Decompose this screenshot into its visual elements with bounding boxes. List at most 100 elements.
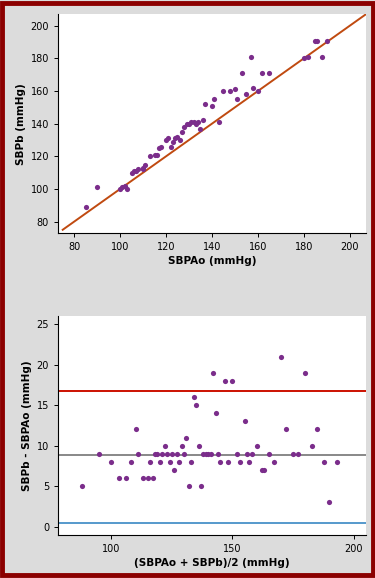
Point — [271, 457, 277, 466]
Point — [254, 441, 260, 450]
Point — [234, 449, 240, 458]
Point — [255, 87, 261, 96]
Point — [278, 352, 284, 361]
Point — [230, 376, 236, 386]
Point — [166, 457, 172, 466]
Point — [213, 409, 219, 418]
Point — [205, 449, 211, 458]
Point — [165, 134, 171, 143]
Point — [116, 473, 122, 483]
Point — [244, 449, 250, 458]
Point — [195, 441, 201, 450]
Point — [82, 202, 88, 212]
Point — [295, 449, 301, 458]
Point — [147, 457, 153, 466]
Point — [172, 134, 178, 143]
Point — [203, 449, 209, 458]
Point — [261, 465, 267, 475]
Point — [239, 69, 245, 78]
X-axis label: SBPAo (mmHg): SBPAo (mmHg) — [168, 256, 256, 266]
Y-axis label: SBPb - SBPAo (mmHg): SBPb - SBPAo (mmHg) — [22, 360, 32, 491]
Point — [191, 392, 197, 402]
Point — [179, 127, 185, 136]
Point — [334, 457, 340, 466]
Point — [96, 449, 102, 458]
Point — [183, 433, 189, 442]
Point — [108, 457, 114, 466]
Point — [186, 119, 192, 128]
Point — [181, 449, 187, 458]
Point — [324, 36, 330, 45]
Point — [150, 473, 156, 483]
Point — [208, 449, 214, 458]
Point — [186, 481, 192, 491]
Point — [193, 119, 199, 128]
Point — [210, 368, 216, 377]
Point — [154, 150, 160, 160]
Point — [159, 449, 165, 458]
Point — [225, 457, 231, 466]
Point — [123, 473, 129, 483]
Point — [174, 449, 180, 458]
Point — [128, 457, 134, 466]
Point — [312, 36, 318, 45]
X-axis label: (SBPAo + SBPb)/2 (mmHg): (SBPAo + SBPb)/2 (mmHg) — [134, 558, 290, 568]
Point — [168, 142, 174, 151]
Point — [133, 166, 139, 176]
Point — [170, 137, 176, 146]
Point — [147, 152, 153, 161]
Point — [133, 425, 139, 434]
Point — [177, 135, 183, 144]
Point — [193, 401, 199, 410]
Point — [243, 90, 249, 99]
Point — [242, 417, 248, 426]
Point — [321, 457, 327, 466]
Point — [163, 135, 169, 144]
Point — [216, 117, 222, 127]
Point — [140, 165, 146, 174]
Point — [309, 441, 315, 450]
Point — [305, 52, 311, 61]
Point — [117, 184, 123, 194]
Point — [182, 123, 188, 132]
Point — [198, 481, 204, 491]
Point — [319, 52, 325, 61]
Point — [135, 449, 141, 458]
Point — [188, 117, 194, 127]
Point — [178, 441, 184, 450]
Point — [227, 87, 233, 96]
Point — [195, 117, 201, 127]
Point — [122, 181, 128, 190]
Point — [290, 449, 296, 458]
Point — [209, 101, 215, 110]
Point — [283, 425, 289, 434]
Point — [260, 69, 266, 78]
Y-axis label: SBPb (mmHg): SBPb (mmHg) — [16, 83, 26, 165]
Point — [176, 457, 182, 466]
Point — [200, 449, 206, 458]
Point — [211, 95, 217, 104]
Point — [152, 150, 157, 160]
Point — [258, 465, 264, 475]
Point — [250, 83, 256, 92]
Point — [80, 481, 86, 491]
Point — [314, 425, 320, 434]
Point — [326, 498, 332, 507]
Point — [202, 99, 208, 109]
Point — [197, 124, 203, 134]
Point — [169, 449, 175, 458]
Point — [162, 441, 168, 450]
Point — [188, 457, 194, 466]
Point — [129, 168, 135, 177]
Point — [142, 160, 148, 169]
Point — [215, 449, 221, 458]
Point — [232, 85, 238, 94]
Point — [301, 54, 307, 63]
Point — [171, 465, 177, 475]
Point — [158, 142, 164, 151]
Point — [94, 183, 100, 192]
Point — [145, 473, 151, 483]
Point — [140, 163, 146, 172]
Point — [200, 116, 206, 125]
Point — [314, 36, 320, 45]
